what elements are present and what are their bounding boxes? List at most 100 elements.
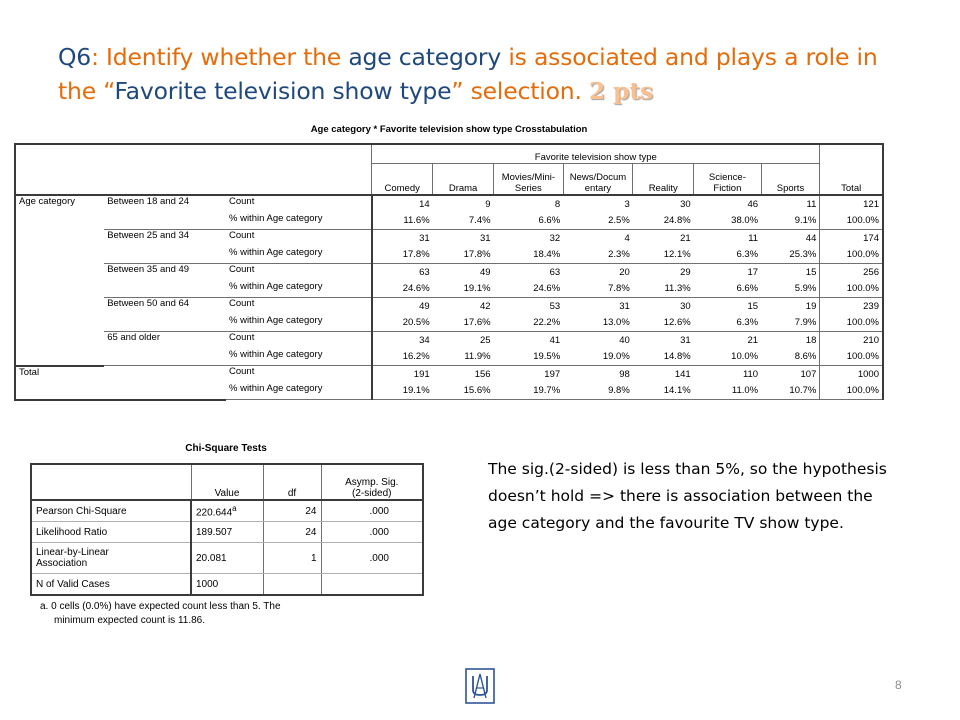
table-cell: 15.6% bbox=[432, 382, 494, 400]
table-cell: 15 bbox=[805, 266, 817, 278]
table-row: % within Age category 19.1% 15.6% 19.7% 9.8%… bbox=[15, 382, 885, 400]
stat-label: Count bbox=[226, 331, 373, 349]
header-blank bbox=[14, 143, 373, 196]
table-cell: 22.2% bbox=[493, 314, 564, 332]
table-cell: 18.4% bbox=[493, 246, 564, 264]
table-row: Between 35 and 49 Count 63 49 63 20 29 17 15 256 bbox=[15, 263, 885, 298]
crosstab-table: Favorite television show type Total Comedy… bbox=[13, 143, 885, 401]
table-cell: 9.1% bbox=[761, 212, 820, 230]
table-cell: 1000 bbox=[819, 365, 885, 383]
table-cell: 41 bbox=[549, 334, 561, 346]
column-header: News/Docum entary bbox=[563, 163, 634, 196]
table-cell: 17 bbox=[747, 266, 759, 278]
table-cell: 8.6% bbox=[761, 348, 820, 366]
stat-label: Count bbox=[226, 263, 373, 281]
table-cell: 107 bbox=[761, 365, 820, 383]
table-row: Likelihood Ratio 189.507 24.000 bbox=[30, 521, 424, 543]
chi-sig: .000 bbox=[321, 500, 424, 522]
stat-label: Count bbox=[226, 365, 373, 383]
stat-label: % within Age category bbox=[226, 382, 373, 400]
university-logo-icon bbox=[465, 668, 495, 704]
table-cell: 9.8% bbox=[563, 382, 633, 400]
table-cell: 31 bbox=[680, 334, 691, 346]
table-cell: 32 bbox=[549, 232, 561, 244]
title-segment: age category bbox=[348, 43, 502, 71]
column-header: Movies/Mini- Series bbox=[493, 163, 564, 196]
row-variable-label: Age category bbox=[13, 195, 105, 367]
table-cell: 30 bbox=[680, 198, 691, 210]
table-cell: 14 bbox=[419, 198, 430, 210]
table-cell: 8 bbox=[554, 198, 561, 210]
table-cell: 20 bbox=[619, 266, 630, 278]
title-segment: Q6 bbox=[58, 43, 92, 71]
table-cell: 100.0% bbox=[819, 212, 885, 230]
table-cell: 100.0% bbox=[819, 348, 885, 366]
table-cell: 42 bbox=[479, 300, 491, 312]
footnote-line-2: minimum expected count is 11.86. bbox=[54, 615, 206, 626]
table-cell: 100.0% bbox=[819, 382, 885, 400]
table-cell: 15 bbox=[747, 300, 759, 312]
table-cell: 5.9% bbox=[761, 280, 820, 298]
table-cell: 11 bbox=[806, 198, 817, 210]
chi-row-label: N of Valid Cases bbox=[30, 573, 192, 596]
table-cell: 2.5% bbox=[563, 212, 633, 230]
table-cell: 7.9% bbox=[761, 314, 820, 332]
chi-square-caption: Chi-Square Tests bbox=[185, 443, 267, 454]
answer-text: The sig.(2-sided) is less than 5%, so th… bbox=[488, 460, 887, 532]
table-cell: 49 bbox=[419, 300, 430, 312]
crosstab-column-row: Comedy Drama Movies/Mini- Series News/Docum e… bbox=[15, 163, 883, 196]
table-row: 65 and older Count 34 25 41 40 31 21 18 210 bbox=[15, 331, 885, 366]
column-header: Drama bbox=[432, 163, 495, 196]
table-row: Linear-by-Linear Association 20.081 1.000 bbox=[30, 542, 424, 574]
table-cell: 12.1% bbox=[632, 246, 694, 264]
table-cell: 10.7% bbox=[761, 382, 820, 400]
table-cell: 11.6% bbox=[371, 212, 433, 230]
table-cell: 197 bbox=[493, 365, 564, 383]
table-cell: 25.3% bbox=[761, 246, 820, 264]
table-cell: 21 bbox=[680, 232, 691, 244]
column-header: Comedy bbox=[371, 163, 434, 196]
table-cell: 98 bbox=[563, 365, 633, 383]
title-segment: is associated and plays a role in the “ bbox=[58, 43, 878, 105]
table-cell: 31 bbox=[419, 232, 430, 244]
title-segment: ” selection. bbox=[451, 77, 589, 105]
table-cell: 239 bbox=[819, 297, 885, 315]
table-cell: 53 bbox=[549, 300, 561, 312]
table-cell: 34 bbox=[419, 334, 430, 346]
chi-column-header: df bbox=[263, 463, 322, 501]
table-cell: 30 bbox=[680, 300, 691, 312]
table-cell: 44 bbox=[805, 232, 817, 244]
table-cell: 25 bbox=[479, 334, 491, 346]
table-cell: 121 bbox=[819, 195, 885, 213]
table-cell: 11.3% bbox=[632, 280, 694, 298]
table-cell: 4 bbox=[624, 232, 630, 244]
title-segment: : Identify whether the bbox=[91, 43, 349, 71]
table-cell: 16.2% bbox=[371, 348, 433, 366]
stat-label: % within Age category bbox=[226, 246, 373, 264]
table-cell: 20.5% bbox=[371, 314, 433, 332]
table-cell: 17.8% bbox=[371, 246, 433, 264]
table-cell: 2.3% bbox=[563, 246, 633, 264]
table-row: Age category Between 18 and 24 Count 14 9 8 3 3… bbox=[13, 195, 885, 367]
table-cell: 24.8% bbox=[632, 212, 694, 230]
stat-label: % within Age category bbox=[226, 212, 373, 230]
chi-sig: .000 bbox=[321, 521, 424, 543]
table-cell: 24.6% bbox=[493, 280, 564, 298]
table-cell: 24.6% bbox=[371, 280, 433, 298]
table-cell: 12.6% bbox=[632, 314, 694, 332]
group-label: Between 50 and 64 bbox=[104, 297, 226, 332]
table-cell: 210 bbox=[819, 331, 885, 349]
group-label: Between 18 and 24 bbox=[104, 195, 226, 230]
total-header: Total bbox=[819, 143, 885, 196]
chi-row-label: Linear-by-Linear Association bbox=[30, 542, 192, 574]
chi-header-row: Value df Asymp. Sig. (2-sided) bbox=[30, 463, 424, 501]
table-cell: 19 bbox=[805, 300, 817, 312]
chi-square-table: Value df Asymp. Sig. (2-sided) Pearson Chi-S… bbox=[30, 463, 424, 596]
table-row: % within Age category 24.6% 19.1% 24.6% 7.8%… bbox=[15, 280, 885, 298]
table-cell: 31 bbox=[619, 300, 630, 312]
table-cell: 31 bbox=[479, 232, 491, 244]
chi-value-text: 220.644 bbox=[196, 507, 233, 519]
chi-value: 189.507 bbox=[191, 521, 264, 543]
table-cell: 110 bbox=[693, 365, 762, 383]
table-cell: 46 bbox=[747, 198, 759, 210]
